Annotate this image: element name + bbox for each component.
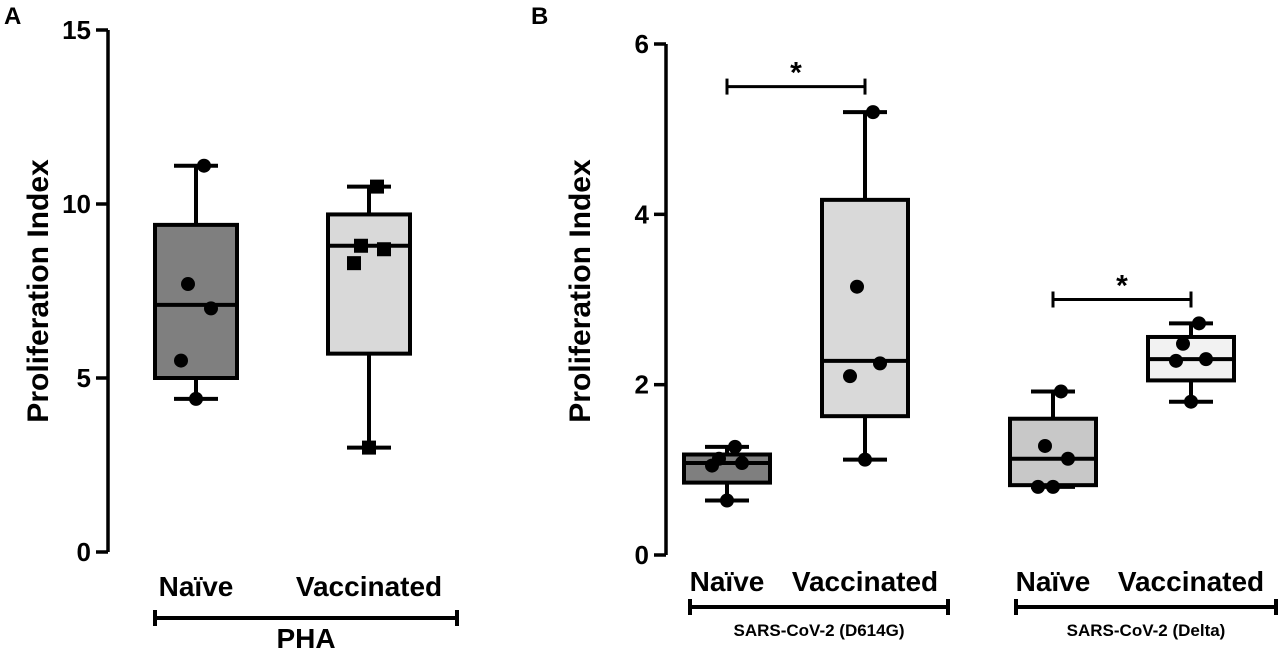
panel-b-category-label: Vaccinated bbox=[792, 566, 938, 597]
panel-b-box-3-point bbox=[1192, 316, 1206, 331]
panel-b-box-1-point bbox=[843, 369, 857, 384]
panel-b-y-tick-label: 0 bbox=[635, 540, 649, 570]
panel-a-box-0-point bbox=[189, 391, 203, 406]
panel-b-significance-0-label: * bbox=[790, 57, 802, 90]
panel-b-category-label: Naïve bbox=[690, 566, 765, 597]
panel-a-box-1-point bbox=[377, 242, 391, 257]
panel-a-category-label: Vaccinated bbox=[296, 571, 442, 602]
panel-a-box-1-iqr bbox=[326, 212, 412, 356]
panel-b-box-1-point bbox=[858, 452, 872, 467]
panel-b-box-1-iqr bbox=[820, 197, 910, 419]
panel-a-letter: A bbox=[4, 3, 21, 30]
panel-b-box-2-point bbox=[1031, 479, 1045, 494]
panel-a-y-axis-label: Proliferation Index bbox=[22, 159, 55, 423]
panel-a-y-tick-label: 0 bbox=[77, 537, 91, 567]
panel-a-y-tick-label: 5 bbox=[77, 363, 91, 393]
panel-a-y-tick-label: 15 bbox=[62, 15, 91, 45]
panel-b-box-3-point bbox=[1169, 353, 1183, 368]
panel-b-category-label: Naïve bbox=[1016, 566, 1091, 597]
panel-b-y-axis-label: Proliferation Index bbox=[564, 159, 597, 423]
panel-b-y-tick-label: 6 bbox=[635, 29, 649, 59]
panel-b-box-2-point bbox=[1046, 479, 1060, 494]
panel-b-letter: B bbox=[531, 3, 548, 30]
panel-b-box-2-point bbox=[1038, 438, 1052, 453]
panel-b-box-0-point bbox=[735, 456, 749, 471]
panel-b-box-2-iqr bbox=[1008, 416, 1098, 488]
panel-a-box-1-point bbox=[354, 238, 368, 253]
panel-b-box-1-point bbox=[850, 279, 864, 294]
panel-b-y-tick-label: 4 bbox=[635, 199, 650, 229]
panel-a-box-0-point bbox=[174, 353, 188, 368]
panel-b-box-1-point bbox=[873, 356, 887, 371]
panel-b-box-3-point bbox=[1184, 394, 1198, 409]
panel-b-box-1-point bbox=[866, 105, 880, 120]
panel-a-box-1-point bbox=[370, 179, 384, 194]
panel-b-box-0-point bbox=[712, 451, 726, 466]
panel-b-box-3-point bbox=[1199, 352, 1213, 367]
panel-b-group-0-label: SARS-CoV-2 (D614G) bbox=[734, 621, 905, 640]
panel-b-box-0-iqr bbox=[682, 452, 772, 485]
panel-b-box-0-point bbox=[720, 493, 734, 508]
panel-b-box-0-point bbox=[728, 439, 742, 454]
panel-a-group-0-label: PHA bbox=[276, 623, 335, 654]
panel-a-box-0-iqr bbox=[153, 222, 239, 380]
panel-b-y-tick-label: 2 bbox=[635, 370, 649, 400]
panel-b-box-2-point bbox=[1061, 451, 1075, 466]
panel-a-category-label: Naïve bbox=[159, 571, 234, 602]
panel-b-box-3-point bbox=[1176, 336, 1190, 351]
panel-a-box-0-point bbox=[181, 277, 195, 292]
panel-a-box-0-point bbox=[197, 158, 211, 173]
panel-a-box-1-point bbox=[362, 440, 376, 455]
panel-b-significance-1-label: * bbox=[1116, 270, 1128, 303]
panel-b-category-label: Vaccinated bbox=[1118, 566, 1264, 597]
panel-a-box-1-point bbox=[347, 256, 361, 271]
panel-a-y-tick-label: 10 bbox=[62, 189, 91, 219]
panel-b-group-1-label: SARS-CoV-2 (Delta) bbox=[1067, 621, 1226, 640]
panel-a-box-0-point bbox=[204, 301, 218, 316]
panel-b-box-2-point bbox=[1054, 384, 1068, 399]
